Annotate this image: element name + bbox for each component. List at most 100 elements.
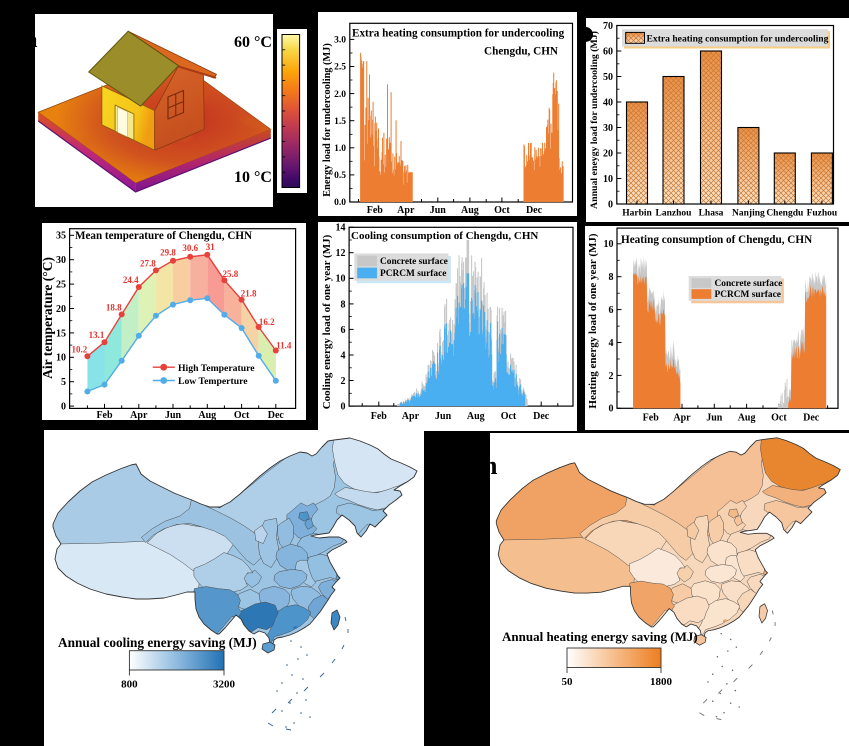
svg-text:Annual heating energy saving (: Annual heating energy saving (MJ) xyxy=(502,629,698,644)
svg-text:Lanzhou: Lanzhou xyxy=(656,209,693,219)
svg-text:10.2: 10.2 xyxy=(72,344,88,354)
svg-text:50: 50 xyxy=(603,72,613,83)
svg-text:10: 10 xyxy=(604,239,614,250)
svg-text:Concrete surface: Concrete surface xyxy=(380,257,448,267)
svg-text:31: 31 xyxy=(206,242,216,252)
svg-text:Aug: Aug xyxy=(461,205,479,216)
svg-text:Dec: Dec xyxy=(268,410,285,420)
svg-text:2.5: 2.5 xyxy=(334,63,346,73)
svg-text:Heating consumption of Chengdu: Heating consumption of Chengdu, CHN xyxy=(621,234,812,246)
svg-text:20: 20 xyxy=(56,304,66,315)
svg-text:Extra heating consumption for: Extra heating consumption for undercooli… xyxy=(647,34,829,45)
svg-text:Jun: Jun xyxy=(430,205,447,216)
svg-text:30: 30 xyxy=(603,123,613,134)
svg-text:13.1: 13.1 xyxy=(89,330,105,340)
svg-text:Feb: Feb xyxy=(371,411,388,422)
svg-text:Mean temperature of Chengdu, C: Mean temperature of Chengdu, CHN xyxy=(75,230,252,242)
svg-text:Annual eneygy load for underco: Annual eneygy load for undercooling (MJ) xyxy=(589,31,600,209)
svg-text:2.0: 2.0 xyxy=(334,90,346,100)
svg-text:Oct: Oct xyxy=(494,205,510,216)
svg-text:8: 8 xyxy=(609,272,614,283)
svg-text:12: 12 xyxy=(336,248,346,259)
svg-text:11.4: 11.4 xyxy=(276,341,292,351)
svg-text:Feb: Feb xyxy=(643,413,660,424)
svg-text:10: 10 xyxy=(603,174,613,185)
svg-text:Chengdu, CHN: Chengdu, CHN xyxy=(484,46,558,58)
svg-text:Extra heating consumption for: Extra heating consumption for undercooli… xyxy=(352,28,565,40)
svg-text:Cooling consumption of Chengdu: Cooling consumption of Chengdu, CHN xyxy=(351,230,538,242)
svg-text:Concrete surface: Concrete surface xyxy=(715,279,783,289)
svg-text:Apr: Apr xyxy=(397,205,415,216)
svg-text:8: 8 xyxy=(341,299,346,310)
svg-text:0.5: 0.5 xyxy=(334,171,346,181)
svg-text:4: 4 xyxy=(341,350,346,361)
svg-text:30: 30 xyxy=(56,255,66,266)
svg-text:Chengdu: Chengdu xyxy=(766,209,804,219)
svg-text:1.0: 1.0 xyxy=(334,144,346,154)
svg-text:16.2: 16.2 xyxy=(259,317,275,327)
svg-text:0.0: 0.0 xyxy=(334,198,346,208)
svg-text:Oct: Oct xyxy=(771,413,787,424)
svg-text:Aug: Aug xyxy=(738,413,756,424)
svg-text:15: 15 xyxy=(56,328,66,339)
svg-text:25.8: 25.8 xyxy=(223,269,239,279)
svg-text:Air temperature (°C): Air temperature (°C) xyxy=(42,257,55,379)
svg-text:High Temperature: High Temperature xyxy=(178,363,255,374)
svg-text:50: 50 xyxy=(562,676,574,688)
svg-text:5: 5 xyxy=(61,377,66,388)
svg-text:21.8: 21.8 xyxy=(241,289,257,299)
svg-text:Feb: Feb xyxy=(367,205,384,216)
svg-text:60: 60 xyxy=(603,46,613,57)
svg-text:Lhasa: Lhasa xyxy=(699,209,724,219)
svg-text:Fuzhou: Fuzhou xyxy=(807,209,838,219)
svg-text:20: 20 xyxy=(603,148,613,159)
svg-text:Apr: Apr xyxy=(130,410,148,420)
svg-text:0: 0 xyxy=(608,199,613,210)
svg-text:6: 6 xyxy=(341,325,346,336)
svg-text:10: 10 xyxy=(336,274,346,285)
svg-text:Jun: Jun xyxy=(435,411,452,422)
svg-text:Annual cooling energy saving (: Annual cooling energy saving (MJ) xyxy=(58,635,257,650)
svg-text:1.5: 1.5 xyxy=(334,117,346,127)
svg-text:800: 800 xyxy=(121,679,138,691)
svg-text:0: 0 xyxy=(341,402,346,413)
svg-text:29.8: 29.8 xyxy=(160,248,176,258)
svg-text:Jun: Jun xyxy=(706,413,723,424)
svg-text:10: 10 xyxy=(56,353,66,364)
svg-text:PCRCM surface: PCRCM surface xyxy=(380,269,446,279)
svg-text:0: 0 xyxy=(609,404,614,415)
svg-text:Apr: Apr xyxy=(673,413,691,424)
svg-text:Dec: Dec xyxy=(526,205,543,216)
svg-text:24.4: 24.4 xyxy=(123,275,139,285)
svg-text:Jun: Jun xyxy=(165,410,182,420)
svg-text:Apr: Apr xyxy=(402,411,420,422)
svg-text:18.8: 18.8 xyxy=(106,302,122,312)
svg-text:0: 0 xyxy=(61,402,66,413)
svg-text:4: 4 xyxy=(609,338,614,349)
svg-text:6: 6 xyxy=(609,305,614,316)
svg-text:27.8: 27.8 xyxy=(140,258,156,268)
svg-text:Energy load for undercooling (: Energy load for undercooling (MJ) xyxy=(322,43,333,197)
svg-text:1800: 1800 xyxy=(650,676,673,688)
svg-text:Dec: Dec xyxy=(533,411,550,422)
svg-text:Oct: Oct xyxy=(501,411,517,422)
svg-text:Dec: Dec xyxy=(803,413,820,424)
svg-text:30.6: 30.6 xyxy=(182,243,198,253)
svg-text:40: 40 xyxy=(603,97,613,108)
svg-text:2: 2 xyxy=(341,376,346,387)
svg-text:PCRCM surface: PCRCM surface xyxy=(715,290,781,300)
svg-text:3200: 3200 xyxy=(213,679,236,691)
svg-text:Aug: Aug xyxy=(467,411,485,422)
svg-text:70: 70 xyxy=(603,21,613,32)
svg-text:35: 35 xyxy=(56,231,66,242)
svg-text:25: 25 xyxy=(56,280,66,291)
svg-text:2: 2 xyxy=(609,371,614,382)
svg-text:Heating energy load of one yea: Heating energy load of one year (MJ) xyxy=(587,233,599,408)
svg-text:Oct: Oct xyxy=(234,410,250,420)
svg-text:Low Temperture: Low Temperture xyxy=(178,376,248,387)
svg-text:Nanjing: Nanjing xyxy=(732,209,765,219)
svg-text:Cooling energy load of one yea: Cooling energy load of one year (MJ) xyxy=(321,234,333,409)
svg-text:3.0: 3.0 xyxy=(334,36,346,46)
svg-text:Feb: Feb xyxy=(96,410,113,420)
svg-text:Harbin: Harbin xyxy=(622,209,652,219)
